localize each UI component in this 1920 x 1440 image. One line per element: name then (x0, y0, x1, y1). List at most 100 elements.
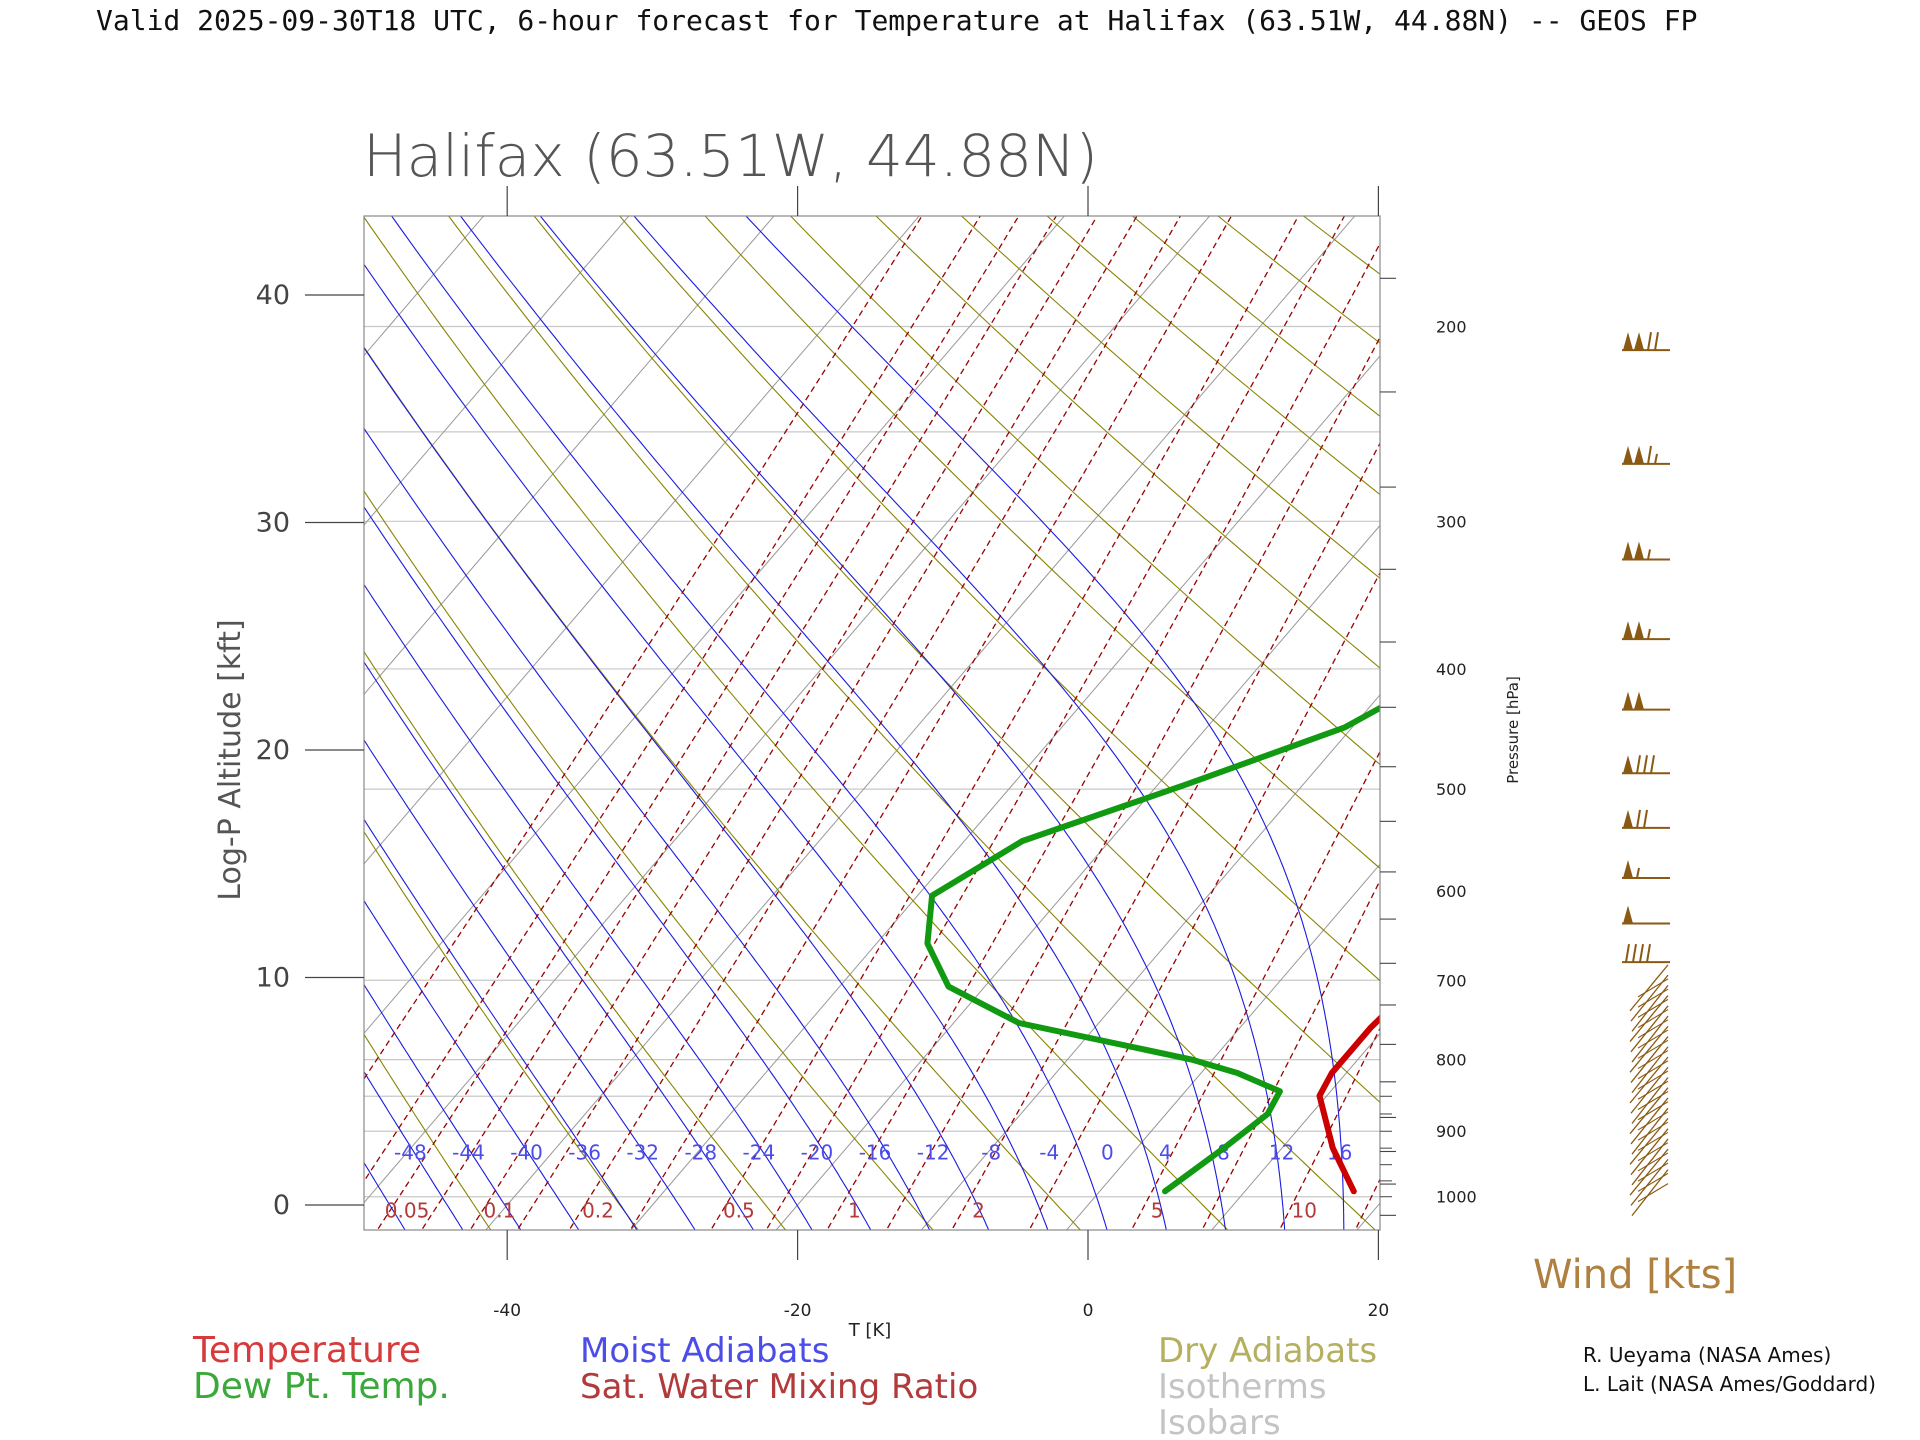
moist-adiabat-label: -16 (859, 1141, 892, 1165)
isotherm-line (364, 216, 775, 696)
isotherm-line (775, 524, 1380, 1230)
isotherm-line (0, 181, 78, 1250)
isotherm-line (1065, 863, 1380, 1230)
dry-adiabat (1767, 135, 1920, 1245)
wind-barb-full (1643, 809, 1648, 829)
pressure-label: 500 (1436, 780, 1467, 799)
wind-barb-low-staff (1629, 995, 1669, 1043)
wind-barb-pennant (1623, 691, 1633, 710)
dewpoint-line (924, 704, 1380, 1195)
isotherm-line (485, 216, 1356, 1230)
legend-isobars: Isobars (1158, 1403, 1281, 1440)
wind-barb-full (1632, 943, 1637, 963)
wind-barb-pennant (1623, 621, 1633, 640)
moist-adiabat (364, 1161, 406, 1230)
mixing-ratio-line (1529, 135, 1920, 1245)
moist-adiabat-label: -8 (981, 1141, 1001, 1165)
moist-adiabat-label: 12 (1269, 1141, 1294, 1165)
wind-barb-low (1631, 984, 1669, 1032)
wind-barb-half (1654, 453, 1658, 465)
wind-barb-low (1631, 1077, 1669, 1124)
wind-barb-low (1629, 1025, 1669, 1073)
pressure-label: 400 (1436, 660, 1467, 679)
wind-barb-low-flag (1637, 1183, 1669, 1203)
wind-barb-low (1631, 1107, 1669, 1155)
wind-barb-low (1630, 1005, 1669, 1053)
wind-barb-pennant (1623, 445, 1633, 464)
mixing-ratio-line (1130, 750, 1380, 1230)
wind-barb-full (1646, 943, 1651, 963)
isotherm-line (364, 216, 630, 526)
dry-adiabat (364, 1033, 492, 1230)
dry-adiabat (960, 216, 1380, 579)
wind-barb (1622, 331, 1670, 352)
plot-area: -48 -44 -40 -36 -32 -28 -24 -20 -16 -12 -8 -4 0 4 8 12 1… (0, 135, 1920, 1250)
mixing-ratio-line (1028, 571, 1380, 1230)
dry-adiabat (618, 216, 1380, 982)
wind-barb (1622, 445, 1670, 465)
moist-adiabat (539, 216, 1227, 1230)
wind-barb-low (1630, 1066, 1669, 1114)
wind-barb-low-staff (1631, 1107, 1669, 1155)
wind-barb (1622, 755, 1670, 775)
x-tick-label: -40 (493, 1301, 521, 1321)
wind-barb-pennant (1634, 621, 1644, 640)
wind-barb-low-staff (1629, 1025, 1669, 1073)
wind-barb-full (1625, 943, 1630, 963)
mixing-ratio-line (568, 216, 1182, 1230)
moist-adiabat (364, 1070, 464, 1230)
mixing-ratio-label: 0.05 (385, 1199, 430, 1223)
mixing-ratio-line (885, 335, 1380, 1230)
moist-adiabat (364, 583, 813, 1230)
mixing-ratio-line (364, 216, 981, 1183)
mixing-ratio-line (765, 216, 1346, 1230)
wind-barb-low-staff (1630, 1005, 1669, 1053)
mixing-ratio-line (469, 216, 1098, 1230)
moist-adiabat-label: 4 (1159, 1141, 1172, 1165)
wind-barb-full (1647, 445, 1652, 465)
mixing-ratio-line (951, 441, 1380, 1230)
wind-barb-low-staff (1630, 1036, 1669, 1083)
legend-dry-adiabats: Dry Adiabats (1158, 1331, 1377, 1371)
credit-ueyama: R. Ueyama (NASA Ames) (1583, 1343, 1831, 1367)
dry-adiabat (1605, 135, 1920, 1245)
wind-barb-low-staff (1630, 974, 1669, 1022)
wind-barb-pennant (1623, 809, 1633, 828)
mixing-ratio-line (376, 216, 1020, 1230)
wind-barb-full (1636, 809, 1641, 829)
dry-adiabat (1281, 135, 1920, 1245)
pressure-label: 600 (1436, 882, 1467, 901)
mixing-ratio-label: 10 (1292, 1199, 1317, 1223)
pressure-label: 300 (1436, 512, 1467, 531)
header-title: Valid 2025-09-30T18 UTC, 6-hour forecast… (96, 4, 1697, 37)
pressure-axis-label: Pressure [hPa] (1504, 676, 1522, 784)
moist-adiabat-label: 0 (1101, 1141, 1114, 1165)
moist-adiabat (0, 135, 356, 1245)
moist-adiabat (364, 263, 1049, 1230)
moist-adiabat (364, 818, 638, 1230)
dry-adiabat (875, 216, 1380, 669)
wind-barb (1622, 691, 1670, 711)
wind-barb (1622, 859, 1670, 879)
pressure-label: 200 (1436, 318, 1467, 337)
moist-adiabat (459, 216, 1167, 1230)
x-tick-label: 0 (1083, 1301, 1094, 1321)
dry-adiabat (364, 830, 639, 1230)
mixing-ratio-label: 2 (972, 1199, 985, 1223)
x-tick-label: 20 (1368, 1301, 1390, 1321)
wind-barb-low (1630, 1158, 1669, 1206)
moist-adiabat (364, 899, 580, 1230)
wind-barb-low (1631, 1046, 1669, 1094)
mixing-ratio-line (1278, 1026, 1380, 1230)
mixing-ratio-line (364, 216, 923, 1080)
wind-barb-low (1629, 1056, 1669, 1104)
x-axis-label: T [K] (848, 1320, 892, 1341)
isotherm-line (1211, 1032, 1380, 1230)
wind-barb-half (1647, 628, 1651, 640)
wind-barb-low-staff (1630, 1158, 1669, 1206)
mixing-ratio-label: 5 (1151, 1199, 1164, 1223)
legend-temperature: Temperature (192, 1330, 421, 1371)
dry-adiabat (364, 490, 934, 1230)
